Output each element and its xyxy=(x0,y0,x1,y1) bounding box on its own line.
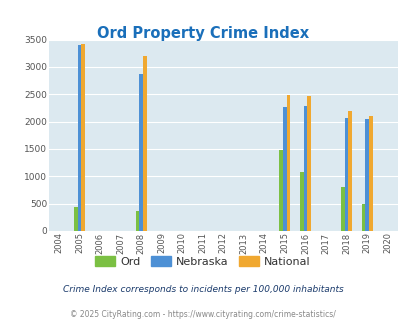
Bar xyxy=(135,211,139,231)
Bar xyxy=(368,116,372,231)
Bar xyxy=(81,44,85,231)
Bar xyxy=(340,187,344,231)
Bar xyxy=(344,118,347,231)
Bar xyxy=(364,119,368,231)
Bar xyxy=(139,74,143,231)
Bar xyxy=(307,96,310,231)
Bar xyxy=(279,149,282,231)
Bar xyxy=(74,208,77,231)
Bar xyxy=(303,106,307,231)
Text: Ord Property Crime Index: Ord Property Crime Index xyxy=(97,26,308,41)
Bar xyxy=(286,95,290,231)
Bar xyxy=(299,172,303,231)
Legend: Ord, Nebraska, National: Ord, Nebraska, National xyxy=(91,251,314,271)
Bar xyxy=(360,204,364,231)
Bar xyxy=(77,45,81,231)
Bar xyxy=(282,107,286,231)
Text: Crime Index corresponds to incidents per 100,000 inhabitants: Crime Index corresponds to incidents per… xyxy=(62,285,343,294)
Text: © 2025 CityRating.com - https://www.cityrating.com/crime-statistics/: © 2025 CityRating.com - https://www.city… xyxy=(70,311,335,319)
Bar xyxy=(347,111,351,231)
Bar xyxy=(143,56,146,231)
